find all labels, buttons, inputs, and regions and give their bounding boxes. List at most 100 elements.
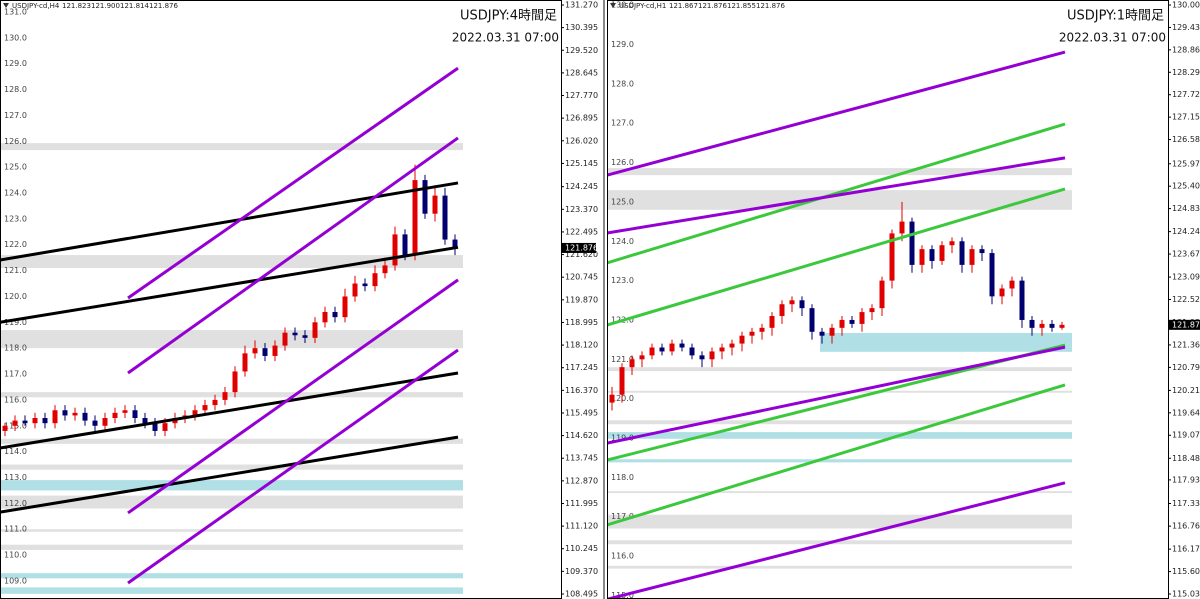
- candle-body: [222, 392, 228, 400]
- plot-area: 131.0 130.0 129.0 128.0 127.0 126.0 125.0 124.0…: [0, 7, 463, 594]
- candle-body: [442, 195, 448, 240]
- level-label: 124.0: [611, 237, 634, 246]
- candle-body: [799, 300, 805, 309]
- y-tick-label: 125.145: [565, 159, 598, 168]
- candle-body: [659, 347, 665, 352]
- candle-body: [779, 304, 785, 317]
- y-tick-label: 113.745: [565, 454, 598, 463]
- candle-body: [292, 332, 298, 336]
- y-tick-label: 118.995: [565, 318, 598, 327]
- y-tick-label: 111.120: [565, 522, 598, 531]
- y-tick-label: 126.020: [565, 136, 598, 145]
- candle-body: [92, 420, 98, 426]
- candle-body: [242, 353, 248, 372]
- candle-body: [849, 319, 855, 324]
- chart-panel: 130.0 129.0 128.0 127.0 126.0 125.0 124.0 123.0…: [607, 0, 1200, 599]
- candle-body: [1009, 280, 1015, 289]
- y-tick-label: 122.520: [1172, 295, 1200, 304]
- candle-body: [889, 233, 895, 281]
- candle-body: [679, 343, 685, 348]
- header-text: 121.867: [669, 2, 698, 10]
- candle-body: [202, 405, 208, 411]
- price-zone: [607, 459, 1072, 463]
- candle-body: [719, 347, 725, 352]
- y-tick-label: 126.895: [565, 114, 598, 123]
- candle-body: [809, 308, 815, 332]
- candle-body: [1029, 319, 1035, 328]
- header-text: USDJPY-cd,H1: [619, 2, 666, 10]
- y-tick-label: 125.970: [1172, 159, 1200, 168]
- candle-body: [909, 221, 915, 265]
- level-label: 125.0: [611, 197, 634, 206]
- trendline: [607, 187, 1066, 327]
- y-tick-label: 111.995: [565, 499, 598, 508]
- level-label: 125.0: [4, 163, 27, 172]
- candle-body: [629, 359, 635, 368]
- candle-body: [609, 394, 615, 403]
- y-tick-label: 124.245: [565, 182, 598, 191]
- candle-body: [769, 316, 775, 328]
- y-tick-label: 123.370: [565, 205, 598, 214]
- candle-body: [789, 300, 795, 305]
- y-tick-label: 121.365: [1172, 340, 1200, 349]
- candle-body: [392, 234, 398, 266]
- candle-body: [829, 327, 835, 336]
- candle-body: [759, 327, 765, 332]
- level-label: 124.0: [4, 189, 27, 198]
- candle-body: [899, 221, 905, 234]
- level-label: 123.0: [4, 214, 27, 223]
- candle-body: [919, 249, 925, 265]
- y-tick-label: 130.395: [565, 23, 598, 32]
- price-zone: [607, 190, 1072, 210]
- trendline: [607, 122, 1066, 265]
- level-label: 131.0: [4, 7, 27, 16]
- y-tick-label: 116.760: [1172, 522, 1200, 531]
- candle-body: [122, 410, 128, 413]
- level-label: 128.0: [611, 79, 634, 88]
- y-tick-label: 126.585: [1172, 135, 1200, 144]
- level-label: 118.0: [611, 473, 634, 482]
- level-label: 129.0: [4, 59, 27, 68]
- candle-body: [352, 283, 358, 297]
- trendline: [0, 181, 459, 262]
- candle-body: [839, 319, 845, 328]
- candle-body: [709, 351, 715, 360]
- trendline: [607, 481, 1066, 599]
- candle-body: [192, 410, 198, 416]
- candle-body: [432, 195, 438, 214]
- price-zone: [607, 540, 1072, 545]
- y-tick-label: 127.770: [565, 91, 598, 100]
- header-text: 121.814: [120, 2, 149, 10]
- candle-body: [52, 410, 58, 424]
- level-label: 123.0: [611, 276, 634, 285]
- y-tick-label: 127.725: [1172, 90, 1200, 99]
- candle-body: [619, 367, 625, 395]
- y-tick-label: 121.620: [565, 250, 598, 259]
- chart-title: USDJPY:1時間足: [1067, 9, 1164, 24]
- candle-body: [452, 239, 458, 248]
- candle-body: [362, 283, 368, 287]
- candle-body: [699, 355, 705, 360]
- y-tick-label: 131.270: [565, 1, 598, 10]
- price-zone: [820, 332, 1072, 352]
- y-tick-label: 128.865: [1172, 45, 1200, 54]
- candle-body: [132, 410, 138, 419]
- candle-body: [669, 343, 675, 352]
- candle-body: [1019, 280, 1025, 320]
- level-label: 118.0: [4, 344, 27, 353]
- y-tick-label: 120.210: [1172, 386, 1200, 395]
- y-tick-label: 127.155: [1172, 113, 1200, 122]
- level-label: 117.0: [4, 370, 27, 379]
- y-tick-label: 115.605: [1172, 567, 1200, 576]
- candle-body: [22, 420, 28, 424]
- header-text: 121.855: [727, 2, 756, 10]
- candle-body: [102, 418, 108, 426]
- candle-body: [989, 253, 995, 297]
- price-label-box: [1169, 319, 1200, 330]
- trendline: [0, 245, 459, 324]
- level-label: 110.0: [4, 551, 27, 560]
- level-label: 130.0: [611, 1, 634, 10]
- level-label: 122.0: [4, 240, 27, 249]
